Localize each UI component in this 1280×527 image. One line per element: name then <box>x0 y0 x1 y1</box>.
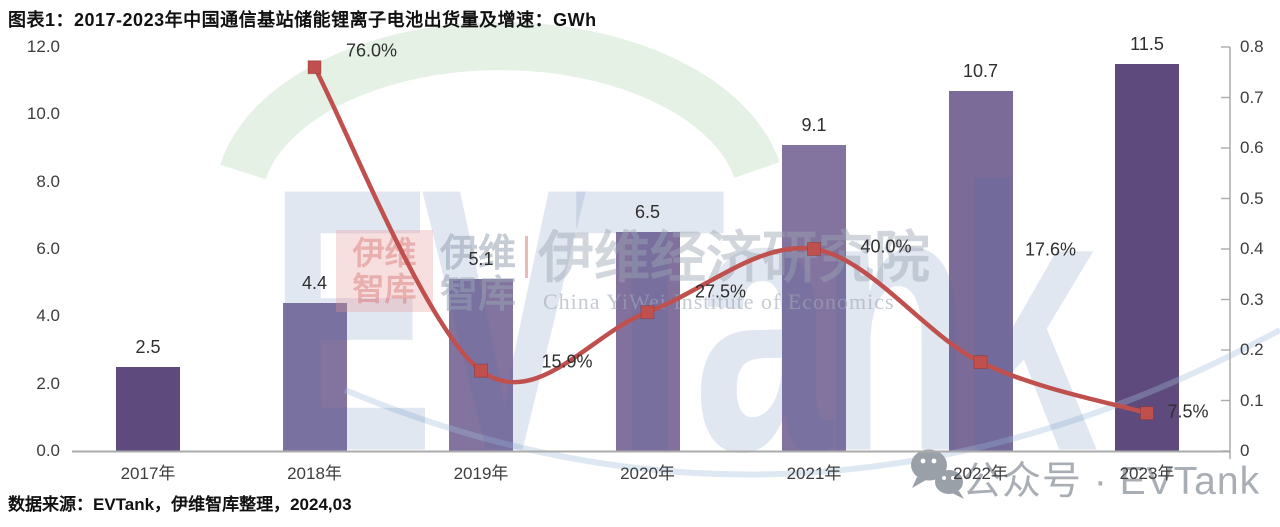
growth-label-2022年: 17.6% <box>1024 239 1077 260</box>
brand-divider <box>525 236 528 278</box>
right-axis-tick-0.1: 0.1 <box>1240 390 1264 410</box>
brand-stack-line1: 伊维 <box>440 233 517 275</box>
right-axis-tick-0.7: 0.7 <box>1240 87 1264 107</box>
growth-label-2020年: 27.5% <box>694 281 747 302</box>
bar-value-label: 10.7 <box>962 60 999 81</box>
bar-2022年 <box>948 90 1013 451</box>
right-axis-tick-0.5: 0.5 <box>1240 188 1264 208</box>
bar-value-label: 4.4 <box>301 272 328 293</box>
x-axis-label: 2022年 <box>953 464 1008 483</box>
growth-marker-2023年 <box>1140 406 1154 421</box>
bar-2021年 <box>782 144 846 451</box>
wechat-icon <box>911 449 964 499</box>
growth-marker-2022年 <box>973 355 988 370</box>
left-axis-tick-10.0: 10.0 <box>26 104 60 124</box>
left-axis-tick-0.0: 0.0 <box>36 441 60 460</box>
bar-value-label: 5.1 <box>468 249 494 270</box>
left-axis-tick-6.0: 6.0 <box>36 239 60 258</box>
wechat-badge-label: 公众号 · EVTank <box>962 460 1261 503</box>
bar-2020年 <box>615 232 680 451</box>
right-axis-tick-0.6: 0.6 <box>1240 138 1264 157</box>
evtank-big-watermark: EVTank <box>268 110 1096 527</box>
right-axis-tick-0.3: 0.3 <box>1240 289 1264 309</box>
growth-label-2023年: 7.5% <box>1167 401 1209 422</box>
seal-logo-line2: 智库 <box>352 270 417 308</box>
right-axis-tick-0.2: 0.2 <box>1240 340 1264 359</box>
x-axis-label: 2020年 <box>620 464 675 483</box>
growth-marker-2020年 <box>640 305 655 320</box>
growth-marker-2021年 <box>807 242 821 256</box>
seal-logo-line1: 伊维 <box>352 234 417 272</box>
bar-2017年 <box>116 366 180 451</box>
left-axis-tick-12.0: 12.0 <box>26 37 60 56</box>
brand-stack-line2: 智库 <box>440 274 517 316</box>
bar-value-label: 9.1 <box>801 114 827 135</box>
brand-en-watermark: China YiWei Institute of Economics <box>543 289 895 314</box>
growth-label-2019年: 15.9% <box>541 351 593 372</box>
growth-marker-2018年 <box>307 60 322 75</box>
growth-label-2018年: 76.0% <box>345 40 398 61</box>
source-note: 数据来源：EVTank，伊维智库整理，2024,03 <box>8 495 352 514</box>
x-axis-label: 2019年 <box>453 464 509 483</box>
blue-swoosh-watermark <box>343 327 1280 478</box>
x-axis-label: 2018年 <box>287 464 342 483</box>
x-axis-label: 2023年 <box>1119 464 1175 483</box>
x-axis-label: 2017年 <box>120 464 176 483</box>
bar-2018年 <box>282 302 347 451</box>
bar-value-label: 11.5 <box>1130 33 1164 54</box>
right-axis-tick-0.4: 0.4 <box>1240 239 1264 258</box>
left-axis-tick-8.0: 8.0 <box>36 171 60 191</box>
bar-value-label: 2.5 <box>135 336 161 357</box>
bar-2023年 <box>1115 63 1179 451</box>
right-axis-tick-0: 0 <box>1240 441 1250 460</box>
green-arc-watermark <box>220 22 780 180</box>
x-axis-label: 2021年 <box>786 464 842 483</box>
brand-stacked-text-watermark: 伊维 智库 <box>440 234 516 316</box>
growth-label-2021年: 40.0% <box>860 236 912 257</box>
left-axis-tick-4.0: 4.0 <box>36 306 60 326</box>
chart-title: 图表1：2017-2023年中国通信基站储能锂离子电池出货量及增速：GWh <box>8 10 597 30</box>
brand-cn-watermark: 伊维经济研究院 <box>538 226 930 289</box>
growth-marker-2019年 <box>474 363 488 378</box>
left-axis-tick-2.0: 2.0 <box>36 373 60 393</box>
right-axis-tick-0.8: 0.8 <box>1240 37 1264 56</box>
yiwei-seal-logo-watermark: 伊维 智库 <box>336 230 433 312</box>
bar-value-label: 6.5 <box>634 202 661 223</box>
